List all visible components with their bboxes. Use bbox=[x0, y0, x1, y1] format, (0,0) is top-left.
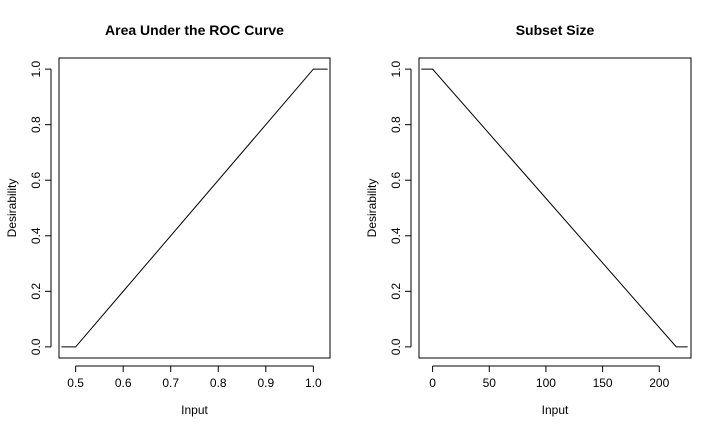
y-tick-label: 0.8 bbox=[389, 116, 403, 133]
x-axis-label: Input bbox=[181, 403, 208, 417]
x-tick-label: 100 bbox=[536, 376, 556, 390]
x-tick-label: 200 bbox=[649, 376, 669, 390]
x-tick-label: 0.6 bbox=[115, 376, 132, 390]
y-tick-label: 0.4 bbox=[29, 227, 43, 244]
y-axis-label: Desirability bbox=[5, 179, 19, 238]
desirability-line bbox=[421, 68, 688, 348]
y-tick-label: 0.8 bbox=[29, 116, 43, 133]
desirability-line bbox=[61, 68, 328, 348]
x-tick-label: 0.9 bbox=[257, 376, 274, 390]
panel-auc: Area Under the ROC Curve 0.5 0.6 0.7 0.8 0.9 1… bbox=[5, 22, 331, 417]
x-tick-label: 0.5 bbox=[67, 376, 84, 390]
panel-subset-size: Subset Size 0 50 100 150 200 Input 0.0 0.2 0.4 0.6… bbox=[365, 22, 692, 417]
x-tick-label: 1.0 bbox=[305, 376, 322, 390]
y-tick-label: 0.2 bbox=[29, 283, 43, 300]
plot-frame bbox=[58, 57, 331, 359]
x-tick-label: 50 bbox=[483, 376, 497, 390]
y-tick-label: 1.0 bbox=[29, 60, 43, 77]
y-tick-label: 1.0 bbox=[389, 60, 403, 77]
y-tick-label: 0.6 bbox=[389, 172, 403, 189]
plot-frame bbox=[418, 57, 692, 359]
chart-title: Area Under the ROC Curve bbox=[105, 22, 284, 38]
y-tick-label: 0.0 bbox=[29, 338, 43, 355]
x-tick-label: 0.7 bbox=[162, 376, 179, 390]
x-tick-label: 0 bbox=[429, 376, 436, 390]
x-tick-label: 0.8 bbox=[210, 376, 227, 390]
y-tick-label: 0.6 bbox=[29, 172, 43, 189]
x-tick-label: 150 bbox=[593, 376, 613, 390]
x-axis-label: Input bbox=[542, 403, 569, 417]
y-tick-label: 0.0 bbox=[389, 338, 403, 355]
chart-title: Subset Size bbox=[516, 22, 595, 38]
y-tick-label: 0.4 bbox=[389, 227, 403, 244]
y-axis-label: Desirability bbox=[365, 179, 379, 238]
y-tick-label: 0.2 bbox=[389, 283, 403, 300]
